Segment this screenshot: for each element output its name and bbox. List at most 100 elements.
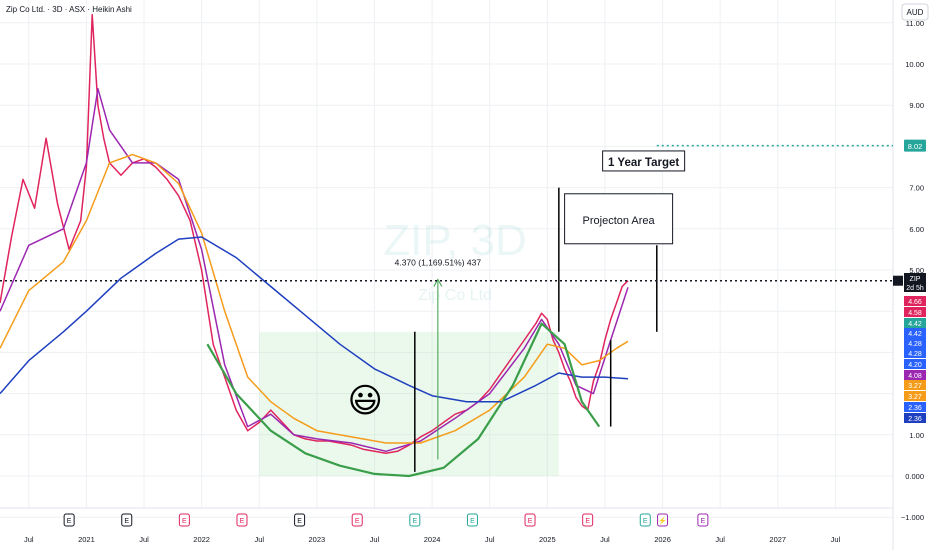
price-tag-text-5: 4.42 [908, 331, 922, 338]
earnings-marker-0[interactable] [63, 513, 75, 527]
x-tick-label: 2026 [654, 535, 671, 544]
price-tag-text-1: 2d 5h [906, 285, 924, 292]
earnings-marker-label-4: E [297, 518, 302, 525]
series-line-4 [206, 322, 601, 478]
earnings-marker-5[interactable] [351, 513, 363, 527]
x-tick-label: 2022 [193, 535, 210, 544]
projection-box [564, 193, 674, 245]
price-tag-6 [904, 338, 926, 348]
accumulation-zone [259, 331, 559, 476]
measure-arrowhead [433, 278, 443, 287]
series-line-3 [0, 236, 629, 403]
price-tag-11 [904, 391, 926, 401]
y-tick-label: 5.00 [909, 266, 924, 275]
x-tick-label: Jul [715, 535, 725, 544]
earnings-marker-3[interactable] [236, 513, 248, 527]
measure-label: 4.370 (1,169.51%) 437 [395, 257, 482, 267]
x-tick-label: Jul [139, 535, 149, 544]
price-tag-text-7: 4.28 [908, 351, 922, 358]
earnings-marker-12[interactable] [697, 513, 709, 527]
chart-title: Zip Co Ltd. · 3D · ASX · Heikin Ashi [6, 5, 132, 14]
price-tag-5 [904, 328, 926, 338]
price-tag-text-3: 4.58 [908, 310, 922, 317]
x-tick-label: Jul [370, 535, 380, 544]
target-label: 1 Year Target [608, 157, 679, 169]
x-tick-label: Jul [485, 535, 495, 544]
y-tick-label: −1.000 [901, 513, 924, 522]
x-tick-label: 2027 [769, 535, 786, 544]
y-tick-label: 9.00 [909, 101, 924, 110]
earnings-marker-9[interactable] [582, 513, 594, 527]
price-tag-text-6: 4.28 [908, 341, 922, 348]
target-label-box [602, 150, 686, 172]
earnings-marker-7[interactable] [466, 513, 478, 527]
price-tag-7 [904, 348, 926, 358]
series-line-0 [0, 13, 629, 455]
earnings-marker-label-10: E [643, 518, 648, 525]
earnings-marker-2[interactable] [178, 513, 190, 527]
series-line-1 [0, 87, 629, 453]
price-tag-3 [904, 307, 926, 317]
target-price-tag [904, 139, 926, 152]
price-tag-4 [904, 318, 926, 328]
chart-grid [0, 0, 894, 550]
earnings-marker-label-9: E [585, 518, 590, 525]
x-tick-label: 2024 [424, 535, 441, 544]
earnings-marker-label-2: E [182, 518, 187, 525]
watermark-name: Zip Co Ltd [418, 287, 492, 304]
earnings-marker-label-0: E [67, 518, 72, 525]
y-tick-label: 1.00 [909, 431, 924, 440]
watermark-symbol: ZIP, 3D [383, 216, 526, 265]
x-tick-label: Jul [254, 535, 264, 544]
earnings-marker-8[interactable] [524, 513, 536, 527]
earnings-marker-label-7: E [470, 518, 475, 525]
price-tag-text-13: 2.36 [908, 416, 922, 423]
last-price-pointer [893, 275, 903, 286]
price-tag-text-4: 4.42 [908, 321, 922, 328]
price-tag-text-8: 4.20 [908, 362, 922, 369]
price-tag-1 [904, 282, 926, 292]
time-axis[interactable]: Jul 2021 Jul 2022 Jul 2023 Jul 2024 Jul 2025 Jul 20… [24, 535, 841, 544]
x-tick-label: 2023 [309, 535, 326, 544]
target-price-text: 8.02 [908, 142, 923, 151]
y-tick-label: 6.00 [909, 225, 924, 234]
price-tag-text-12: 2.36 [908, 405, 922, 412]
x-tick-label: 2025 [539, 535, 556, 544]
price-tag-12 [904, 402, 926, 412]
price-tag-9 [904, 370, 926, 380]
earnings-marker-11[interactable] [657, 513, 669, 527]
earnings-marker-label-6: E [412, 518, 417, 525]
price-tag-text-0: ZIP [910, 276, 921, 283]
projection-label: Projecton Area [583, 215, 656, 227]
earnings-marker-6[interactable] [409, 513, 421, 527]
y-tick-label: 0.000 [905, 472, 924, 481]
x-tick-label: Jul [24, 535, 34, 544]
currency-box[interactable] [901, 3, 929, 21]
annotation-lines [414, 187, 658, 472]
price-tag-8 [904, 359, 926, 369]
earnings-marker-label-3: E [240, 518, 245, 525]
chart-series [0, 13, 629, 478]
y-tick-label: 11.00 [906, 19, 924, 28]
price-axis[interactable]: 11.0010.009.008.007.006.005.004.003.002.… [893, 19, 926, 522]
earnings-marker-label-5: E [355, 518, 360, 525]
price-tag-13 [904, 413, 926, 423]
earnings-marker-1[interactable] [121, 513, 133, 527]
x-tick-label: 2021 [78, 535, 95, 544]
earnings-marker-10[interactable] [639, 513, 651, 527]
series-line-2 [0, 153, 629, 444]
earnings-marker-label-11: ⚡ [658, 516, 667, 525]
price-tag-10 [904, 380, 926, 390]
y-tick-label: 10.00 [905, 60, 924, 69]
earnings-markers[interactable]: E E E E E E E E E E E ⚡ E [63, 513, 709, 527]
earnings-marker-label-8: E [528, 518, 533, 525]
shaded-zone-rect [259, 331, 559, 476]
earnings-marker-4[interactable] [294, 513, 306, 527]
earnings-marker-label-1: E [124, 518, 129, 525]
price-tag-text-11: 3.27 [908, 394, 922, 401]
price-tag-0 [904, 273, 926, 283]
x-tick-label: Jul [600, 535, 610, 544]
x-tick-label: Jul [831, 535, 841, 544]
price-tag-text-9: 4.08 [908, 373, 922, 380]
